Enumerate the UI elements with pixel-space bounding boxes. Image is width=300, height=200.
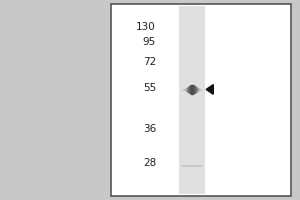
Bar [111, 4, 291, 196]
Text: 36: 36 [143, 124, 156, 134]
Bar [179, 6, 205, 194]
Text: 28: 28 [143, 158, 156, 168]
Text: 95: 95 [143, 37, 156, 47]
Text: 72: 72 [143, 57, 156, 67]
Polygon shape [206, 85, 213, 94]
Text: 55: 55 [143, 83, 156, 93]
Text: 130: 130 [136, 22, 156, 32]
